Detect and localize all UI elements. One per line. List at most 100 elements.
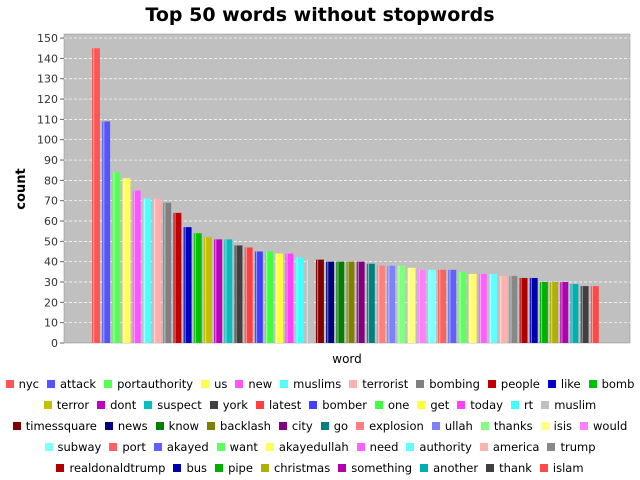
legend-item-want: want — [216, 437, 258, 456]
legend-swatch — [431, 421, 440, 430]
legend-label: muslims — [293, 376, 342, 391]
legend-swatch — [209, 400, 218, 409]
legend-swatch — [104, 379, 113, 388]
bar-highlight — [408, 267, 410, 343]
legend-label: bombing — [429, 376, 480, 391]
legend-label: terror — [56, 397, 90, 412]
legend-label: authority — [419, 439, 472, 454]
legend-item-subway: subway — [44, 437, 101, 456]
bar-latest — [244, 247, 253, 343]
legend-item-akayedullah: akayedullah — [265, 437, 349, 456]
bar-subway — [427, 269, 436, 343]
legend-label: rt — [523, 397, 534, 412]
legend-label: today — [470, 397, 503, 412]
y-tick-label: 50 — [44, 235, 58, 248]
legend-swatch — [173, 463, 182, 472]
bar-highlight — [530, 277, 532, 343]
y-tick-label: 0 — [51, 337, 58, 350]
bar-highlight — [449, 269, 451, 343]
legend-label: like — [560, 376, 581, 391]
legend-item-muslims: muslims — [280, 374, 341, 393]
bar-something — [560, 282, 569, 343]
bar-highlight — [500, 275, 502, 343]
bar-explosion — [377, 265, 385, 343]
legend-label: another — [433, 460, 479, 475]
y-tick-label: 60 — [44, 215, 58, 228]
legend-swatch — [215, 463, 224, 472]
bar-highlight — [439, 269, 441, 343]
y-tick-label: 80 — [44, 174, 58, 187]
legend-swatch — [12, 421, 21, 430]
bar-today — [285, 253, 294, 343]
legend-swatch — [420, 463, 429, 472]
legend-label: timessquare — [25, 418, 97, 433]
bar-terrorist — [153, 198, 162, 343]
bar-highlight — [123, 178, 125, 343]
legend-item-timessquare: timessquare — [12, 416, 97, 435]
legend-label: go — [333, 418, 349, 433]
legend-swatch — [255, 400, 264, 409]
legend-swatch — [144, 400, 153, 409]
y-tick-label: 20 — [44, 296, 58, 309]
legend-item-latest: latest — [255, 395, 302, 414]
legend-swatch — [486, 463, 495, 472]
legend-label: bomber — [322, 397, 367, 412]
bar-suspect — [224, 239, 233, 343]
legend-item-portauthority: portauthority — [104, 374, 193, 393]
bar-another — [570, 284, 579, 343]
bar-know — [336, 261, 345, 343]
legend-swatch — [216, 442, 225, 451]
legend-item-know: know — [155, 416, 199, 435]
legend-swatch — [104, 421, 113, 430]
bar-news — [326, 261, 335, 343]
legend-swatch — [320, 421, 329, 430]
legend-label: want — [229, 439, 258, 454]
legend-item-get: get — [417, 395, 449, 414]
legend-item-need: need — [356, 437, 398, 456]
y-axis: 0 10 20 30 40 50 60 70 80 90 100 110 120 130 140 150 — [37, 32, 64, 350]
legend-item-would: would — [580, 416, 627, 435]
legend-item-another: another — [420, 458, 478, 477]
bar-timessquare — [315, 259, 324, 343]
legend-swatch — [155, 421, 164, 430]
y-tick-label: 140 — [37, 52, 58, 65]
legend-item-ullah: ullah — [431, 416, 473, 435]
legend-item-america: america — [479, 437, 540, 456]
legend-item-attack: attack — [46, 374, 96, 393]
legend-label: latest — [268, 397, 302, 412]
legend-item-like: like — [547, 374, 581, 393]
legend-label: america — [492, 439, 540, 454]
legend-item-news: news — [104, 416, 148, 435]
bar-york — [234, 245, 243, 343]
bar-highlight — [296, 257, 298, 343]
bar-highlight — [591, 286, 594, 343]
legend-item-today: today — [457, 395, 503, 414]
bar-highlight — [164, 202, 166, 343]
legend-label: nyc — [18, 376, 39, 391]
legend-item-terror: terror — [43, 395, 90, 414]
legend-swatch — [43, 400, 52, 409]
x-axis-label: word — [332, 352, 362, 366]
bar-attack — [102, 121, 111, 343]
bar-highlight — [266, 251, 268, 343]
legend-label: get — [430, 397, 450, 412]
legend-label: port — [122, 439, 146, 454]
legend-item-thanks: thanks — [480, 416, 533, 435]
legend-label: one — [387, 397, 410, 412]
legend-swatch — [109, 442, 118, 451]
y-axis-label: count — [14, 168, 29, 209]
legend-swatch — [487, 379, 496, 388]
bar-thanks — [397, 265, 406, 343]
bar-highlight — [418, 269, 420, 343]
bar-terror — [203, 237, 212, 343]
bar-muslim — [305, 259, 314, 343]
legend-item-islam: islam — [539, 458, 584, 477]
legend-label: portauthority — [117, 376, 194, 391]
bar-highlight — [540, 282, 543, 343]
bar-highlight — [571, 284, 573, 343]
bar-pipe — [539, 282, 548, 343]
legend-item-suspect: suspect — [144, 395, 202, 414]
legend-item-something: something — [338, 458, 412, 477]
legend-label: thanks — [493, 418, 533, 433]
